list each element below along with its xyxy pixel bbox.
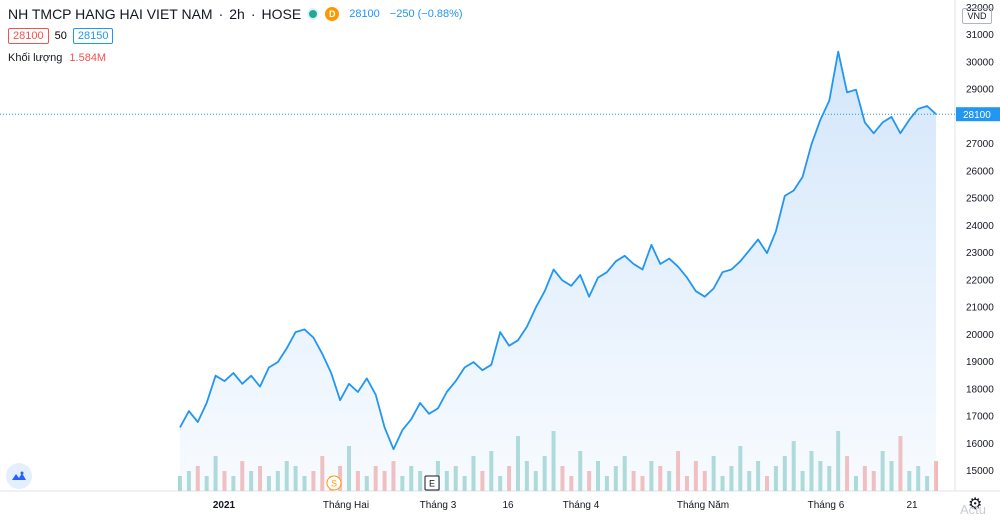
y-tick-label: 26000 bbox=[966, 166, 994, 177]
separator: · bbox=[250, 6, 256, 22]
volume-value: 1.584M bbox=[69, 52, 107, 64]
earnings-marker-label: E bbox=[429, 479, 435, 489]
y-tick-label: 29000 bbox=[966, 85, 994, 96]
quote-row: 28100 50 28150 bbox=[8, 28, 114, 44]
x-tick-label: Tháng Năm bbox=[677, 500, 729, 511]
gear-icon[interactable]: ⚙ bbox=[968, 496, 983, 513]
earnings-marker-icon bbox=[424, 475, 440, 491]
x-tick-label: Tháng 4 bbox=[563, 500, 600, 511]
tradingview-logo-icon[interactable] bbox=[6, 463, 32, 489]
y-tick-label: 16000 bbox=[966, 439, 994, 450]
x-tick-label: Tháng 3 bbox=[420, 500, 457, 511]
spread-value: 50 bbox=[54, 30, 67, 42]
last-price-tag-label: 28100 bbox=[963, 110, 991, 121]
x-tick-label: 21 bbox=[906, 500, 918, 511]
y-tick-label: 15000 bbox=[966, 466, 994, 477]
y-tick-label: 22000 bbox=[966, 275, 994, 286]
interval-label[interactable]: 2h bbox=[229, 6, 245, 22]
x-tick-label: 16 bbox=[502, 500, 514, 511]
watermark-text: Actu bbox=[960, 502, 987, 517]
y-tick-label: 21000 bbox=[966, 303, 994, 314]
buy-price[interactable]: 28150 bbox=[72, 28, 114, 44]
y-tick-label: 31000 bbox=[966, 30, 994, 41]
market-open-icon bbox=[307, 8, 320, 20]
y-tick-label: 17000 bbox=[966, 412, 994, 423]
x-tick-label: Tháng 6 bbox=[808, 500, 845, 511]
y-tick-label: 25000 bbox=[966, 194, 994, 205]
symbol-name: NH TMCP HANG HAI VIET NAM bbox=[8, 6, 213, 22]
x-tick-label: Tháng Hai bbox=[323, 500, 369, 511]
currency-selector[interactable]: VND bbox=[962, 8, 992, 24]
last-price: 28100 bbox=[349, 8, 380, 20]
sell-price[interactable]: 28100 bbox=[8, 28, 49, 44]
x-tick-label: 2021 bbox=[213, 500, 236, 511]
last-price-tag bbox=[956, 107, 1000, 122]
price-area bbox=[180, 51, 936, 491]
y-tick-label: 20000 bbox=[966, 330, 994, 341]
dividend-marker-label: S bbox=[331, 479, 337, 489]
dividend-marker-icon bbox=[326, 475, 342, 491]
y-tick-label: 24000 bbox=[966, 221, 994, 232]
y-tick-label: 27000 bbox=[966, 139, 994, 150]
price-change: −250 (−0.88%) bbox=[389, 8, 463, 20]
volume-label: Khối lượng bbox=[8, 52, 63, 64]
volume-legend: Khối lượng 1.584M bbox=[8, 52, 106, 64]
y-tick-label: 23000 bbox=[966, 248, 994, 259]
exchange-label: HOSE bbox=[261, 6, 302, 22]
y-tick-label: 18000 bbox=[966, 384, 994, 395]
symbol-header: NH TMCP HANG HAI VIET NAM · 2h · HOSE D … bbox=[8, 6, 463, 22]
y-tick-label: 19000 bbox=[966, 357, 994, 368]
price-line bbox=[179, 50, 937, 451]
separator: · bbox=[218, 6, 224, 22]
delayed-data-badge[interactable]: D bbox=[325, 7, 340, 21]
y-tick-label: 30000 bbox=[966, 57, 994, 68]
